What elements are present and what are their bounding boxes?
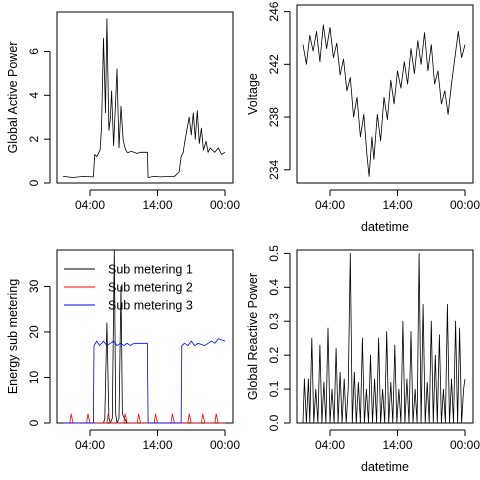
chart-panel-3: 04:00 14:00 00:00 0 10 20 30 Energy sub meterin… — [6, 249, 240, 452]
y-axis-title: Global Active Power — [6, 42, 20, 154]
series-line-1 — [302, 24, 466, 177]
y-tick-label: 0.4 — [267, 279, 281, 296]
chart-panel-1: 04:00 14:00 00:00 0 2 4 6 Global Active Power — [6, 11, 240, 212]
y-tick-label: 0.1 — [267, 380, 281, 397]
x-tick-label: 04:00 — [75, 438, 105, 452]
y-tick-label: 0.3 — [267, 313, 281, 330]
x-tick-label: 04:00 — [315, 438, 345, 452]
plot-frame — [296, 4, 474, 184]
x-tick-label: 14:00 — [142, 438, 172, 452]
legend-label: Sub metering 1 — [108, 263, 193, 277]
x-tick-label: 14:00 — [142, 198, 172, 212]
x-tick-label: 00:00 — [210, 438, 240, 452]
legend-label: Sub metering 2 — [108, 281, 193, 295]
y-tick-label: 10 — [27, 370, 41, 384]
y-tick-label: 0.5 — [267, 245, 281, 262]
x-axis-title: datetime — [361, 460, 409, 474]
x-tick-label: 14:00 — [382, 198, 412, 212]
y-tick-label: 0 — [27, 419, 41, 426]
y-tick-label: 6 — [27, 48, 41, 55]
y-tick-label: 0 — [27, 179, 41, 186]
y-tick-label: 4 — [27, 92, 41, 99]
legend: Sub metering 1 Sub metering 2 Sub metering… — [64, 263, 193, 313]
series-line-1 — [62, 18, 226, 178]
chart-panel-4: 04:00 14:00 00:00 0.0 0.1 0.2 0.3 0.4 0.5 Global … — [246, 245, 480, 474]
y-axis-title: Voltage — [246, 73, 260, 115]
legend-label: Sub metering 3 — [108, 299, 193, 313]
x-tick-label: 00:00 — [450, 198, 480, 212]
chart-panel-2: 04:00 14:00 00:00 234 238 242 246 Voltage dateti… — [246, 1, 480, 234]
y-tick-label: 234 — [267, 159, 281, 179]
series-line-3 — [63, 338, 226, 424]
x-tick-label: 14:00 — [382, 438, 412, 452]
x-tick-label: 04:00 — [315, 198, 345, 212]
series-line-1 — [63, 249, 225, 424]
x-axis-title: datetime — [361, 220, 409, 234]
series-line-2 — [63, 413, 225, 424]
plot-frame — [56, 11, 234, 184]
y-tick-label: 0.0 — [267, 414, 281, 431]
y-axis-title: Global Reactive Power — [246, 273, 260, 400]
y-tick-label: 30 — [27, 279, 41, 293]
x-tick-label: 00:00 — [210, 198, 240, 212]
y-axis-title: Energy sub metering — [6, 279, 20, 394]
y-tick-label: 246 — [267, 1, 281, 21]
x-tick-label: 04:00 — [75, 198, 105, 212]
series-line-1 — [302, 253, 466, 424]
y-tick-label: 238 — [267, 107, 281, 127]
x-tick-label: 00:00 — [450, 438, 480, 452]
y-tick-label: 2 — [27, 135, 41, 142]
y-tick-label: 0.2 — [267, 346, 281, 363]
y-tick-label: 20 — [27, 325, 41, 339]
y-tick-label: 242 — [267, 54, 281, 74]
